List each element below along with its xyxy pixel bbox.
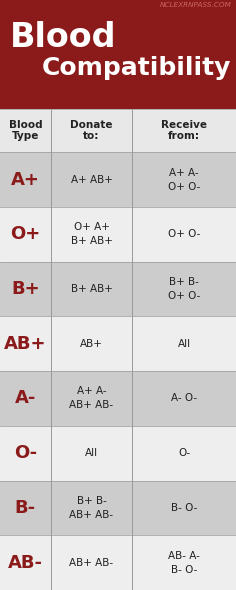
Text: O+ O-: O+ O- bbox=[168, 230, 200, 240]
Text: AB+ AB-: AB+ AB- bbox=[69, 558, 114, 568]
Text: B+: B+ bbox=[11, 280, 40, 298]
Text: Compatibility: Compatibility bbox=[42, 56, 231, 80]
Text: B-: B- bbox=[15, 499, 36, 517]
Bar bbox=[0, 316, 236, 371]
Bar bbox=[0, 371, 236, 426]
Bar bbox=[0, 152, 236, 207]
Text: All: All bbox=[177, 339, 191, 349]
Text: A- O-: A- O- bbox=[171, 394, 197, 404]
Text: O-: O- bbox=[178, 448, 190, 458]
Text: Receive
from:: Receive from: bbox=[161, 120, 207, 142]
Text: A+: A+ bbox=[11, 171, 40, 189]
Text: All: All bbox=[85, 448, 98, 458]
Text: NCLEXRNPASS.COM: NCLEXRNPASS.COM bbox=[159, 2, 231, 8]
Text: AB+: AB+ bbox=[80, 339, 103, 349]
Text: Blood
Type: Blood Type bbox=[8, 120, 42, 142]
Bar bbox=[0, 535, 236, 590]
Text: B+ AB+: B+ AB+ bbox=[71, 284, 112, 294]
Bar bbox=[0, 109, 236, 152]
Text: AB+: AB+ bbox=[4, 335, 47, 353]
Bar bbox=[0, 426, 236, 480]
Text: A+ A-
O+ O-: A+ A- O+ O- bbox=[168, 168, 200, 192]
Bar bbox=[0, 262, 236, 316]
Text: B- O-: B- O- bbox=[171, 503, 197, 513]
Text: A-: A- bbox=[15, 389, 36, 408]
Text: Donate
to:: Donate to: bbox=[70, 120, 113, 142]
Bar bbox=[0, 0, 236, 109]
Text: AB-: AB- bbox=[8, 553, 43, 572]
Text: O+ A+
B+ AB+: O+ A+ B+ AB+ bbox=[71, 222, 112, 246]
Text: O-: O- bbox=[14, 444, 37, 462]
Text: AB- A-
B- O-: AB- A- B- O- bbox=[168, 550, 200, 575]
Text: O+: O+ bbox=[10, 225, 41, 243]
Text: B+ B-
AB+ AB-: B+ B- AB+ AB- bbox=[69, 496, 114, 520]
Bar bbox=[0, 480, 236, 535]
Text: B+ B-
O+ O-: B+ B- O+ O- bbox=[168, 277, 200, 301]
Text: A+ A-
AB+ AB-: A+ A- AB+ AB- bbox=[69, 386, 114, 411]
Text: Blood: Blood bbox=[9, 21, 116, 54]
Text: A+ AB+: A+ AB+ bbox=[71, 175, 112, 185]
Bar bbox=[0, 207, 236, 262]
